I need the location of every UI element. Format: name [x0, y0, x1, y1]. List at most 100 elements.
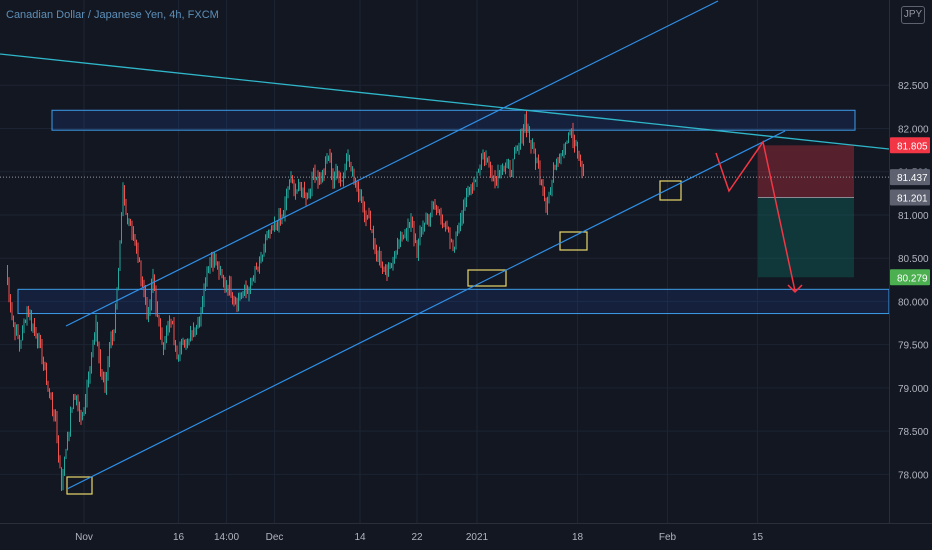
candle-body	[226, 285, 227, 287]
candle-body	[443, 223, 445, 226]
pivot-box[interactable]	[467, 269, 507, 287]
price-label-target[interactable]	[890, 269, 930, 286]
candle-body	[163, 343, 164, 349]
price-label-entry-text: 81.201	[897, 194, 928, 205]
candle-body	[14, 323, 16, 335]
candle-body	[416, 242, 418, 254]
candle-body	[206, 272, 208, 281]
support-zone[interactable]	[17, 288, 890, 315]
candle-body	[340, 179, 341, 182]
candle-body	[451, 240, 452, 242]
candle-body	[109, 347, 110, 362]
candle-body	[457, 231, 458, 233]
candle-body	[101, 370, 103, 378]
projection-path[interactable]	[715, 140, 796, 292]
price-axis-tick: 78.500	[898, 427, 929, 438]
candle-body	[380, 258, 382, 268]
candle-body	[470, 188, 472, 190]
stop-loss-area[interactable]	[758, 145, 854, 198]
candle-body	[202, 303, 203, 312]
candle-body	[347, 156, 349, 161]
candle-body	[160, 320, 161, 335]
price-axis-tick: 82.500	[898, 81, 929, 92]
candle-body	[577, 145, 578, 153]
candle-body	[497, 170, 499, 183]
price-label-entry[interactable]	[890, 189, 930, 206]
candle-body	[190, 333, 191, 339]
candle-body	[566, 141, 568, 144]
candle-body	[403, 236, 404, 240]
candle-body	[479, 166, 481, 170]
candle-body	[394, 257, 395, 264]
candle-body	[214, 259, 215, 267]
candle-body	[554, 166, 556, 169]
candle-body	[494, 176, 496, 181]
candle-body	[40, 338, 41, 346]
candle-body	[388, 265, 389, 275]
candle-body	[152, 274, 154, 286]
candle-body	[521, 134, 523, 139]
channel-lower-line[interactable]	[66, 130, 786, 490]
candle-body	[94, 334, 95, 343]
candle-body	[13, 319, 14, 324]
candle-body	[200, 311, 202, 324]
candle-body	[265, 238, 266, 248]
channel-upper-line[interactable]	[65, 0, 719, 327]
candle-body	[389, 263, 391, 266]
candle-body	[556, 161, 557, 169]
candle-body	[221, 270, 223, 278]
candle-body	[143, 285, 145, 292]
time-axis-tick: Feb	[659, 532, 677, 543]
candle-body	[77, 399, 79, 404]
candle-body	[421, 228, 422, 231]
candle-body	[161, 334, 163, 344]
pivot-box[interactable]	[66, 476, 93, 495]
candle-body	[25, 322, 26, 324]
pivot-box[interactable]	[559, 231, 588, 251]
candle-body	[365, 214, 367, 220]
candle-body	[440, 214, 442, 220]
price-axis-tick: 80.500	[898, 254, 929, 265]
candle-body	[430, 214, 431, 220]
candle-body	[454, 248, 455, 251]
candle-body	[335, 169, 337, 179]
candle-body	[37, 336, 38, 342]
candle-body	[361, 195, 362, 201]
candle-body	[559, 158, 560, 163]
price-axis-divider	[889, 0, 890, 523]
projection-arrowhead[interactable]	[787, 284, 803, 294]
candle-body	[529, 131, 530, 141]
candle-body	[526, 118, 527, 132]
candle-body	[295, 190, 296, 193]
descending-trendline[interactable]	[0, 53, 890, 150]
price-label-stop[interactable]	[890, 137, 930, 154]
candle-body	[485, 157, 487, 161]
candle-body	[185, 340, 187, 347]
candle-body	[193, 329, 194, 336]
candle-body	[229, 279, 230, 290]
candle-body	[31, 315, 32, 326]
candle-body	[197, 317, 199, 326]
candle-body	[43, 362, 44, 367]
price-label-current[interactable]	[890, 169, 930, 186]
candle-body	[281, 215, 283, 219]
candle-body	[103, 377, 104, 379]
symbol-title[interactable]: Canadian Dollar / Japanese Yen, 4h, FXCM	[6, 9, 219, 21]
candle-body	[328, 155, 329, 159]
candle-body	[17, 329, 19, 339]
candle-body	[298, 183, 299, 190]
pivot-box[interactable]	[659, 180, 682, 201]
candle-body	[473, 180, 475, 191]
price-axis-tick: 79.500	[898, 341, 929, 352]
candle-body	[227, 285, 229, 290]
candle-body	[122, 185, 124, 214]
resistance-zone[interactable]	[51, 109, 856, 131]
candle-body	[512, 158, 514, 172]
currency-badge[interactable]: JPY	[901, 6, 925, 24]
candle-body	[550, 188, 551, 195]
candle-body	[131, 225, 133, 234]
take-profit-area[interactable]	[758, 197, 854, 278]
candle-body	[575, 145, 577, 147]
candle-body	[320, 178, 322, 181]
